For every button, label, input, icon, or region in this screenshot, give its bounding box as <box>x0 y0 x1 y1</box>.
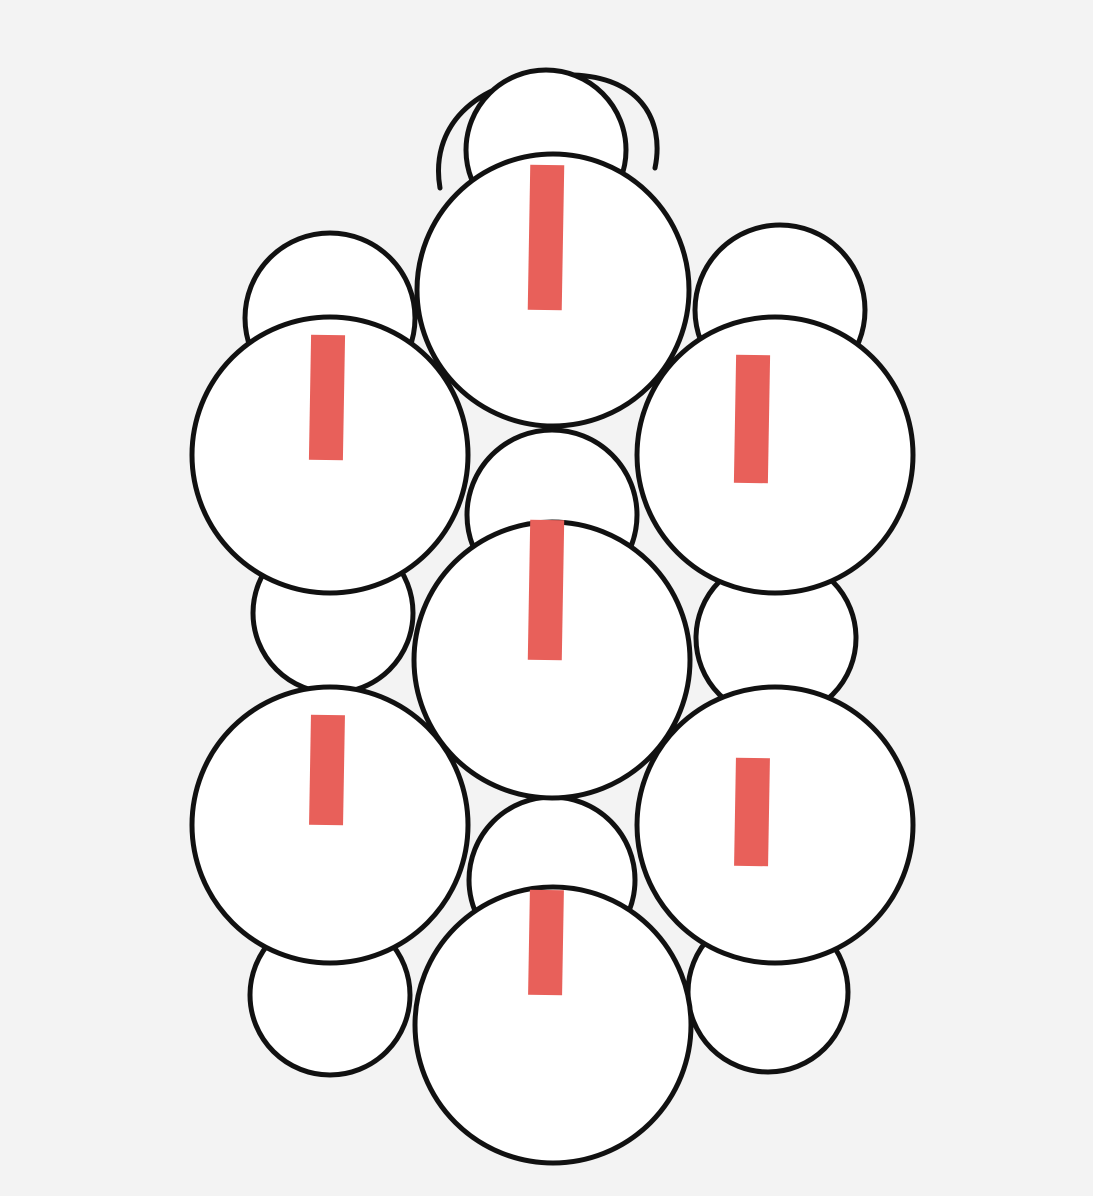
marker-upper-right <box>733 354 771 484</box>
ring-top <box>414 151 692 429</box>
ring-upper-left <box>189 314 471 596</box>
ring-lower-left <box>189 684 471 966</box>
marker-top <box>527 164 565 311</box>
ring-bottom <box>412 884 694 1166</box>
marker-bottom <box>528 889 564 996</box>
ring-lower-right <box>634 684 916 966</box>
marker-lower-left <box>309 714 345 826</box>
marker-lower-right <box>734 757 770 867</box>
marker-upper-left <box>308 334 346 461</box>
ring-center <box>411 519 693 801</box>
marker-center <box>527 519 565 661</box>
ring-upper-right <box>634 314 916 596</box>
